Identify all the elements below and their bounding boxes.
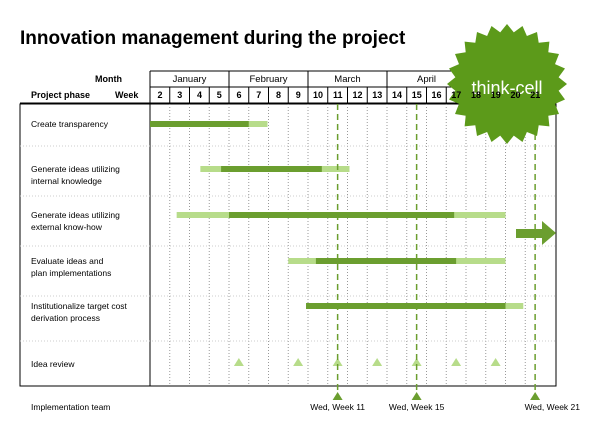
chart-title: Innovation management during the project — [20, 28, 406, 49]
continuation-arrow — [516, 221, 556, 245]
week-label: Week — [115, 90, 139, 100]
bar-span — [229, 212, 455, 218]
phase-row-label: Idea review — [31, 359, 75, 369]
milestone-label: Wed, Week 21 — [524, 402, 580, 412]
phase-row-label: Generate ideas utilizing internal knowle… — [31, 164, 120, 186]
week-header: 17 — [451, 90, 462, 100]
week-header: 20 — [510, 90, 521, 100]
bar-span — [315, 258, 457, 264]
phase-label: Project phase — [31, 90, 91, 100]
month-header: April — [416, 74, 436, 85]
week-header: 6 — [236, 90, 242, 100]
bar-span — [150, 121, 249, 127]
phase-row-label: Evaluate ideas and plan implementations — [31, 256, 112, 278]
idea-review-marker — [411, 358, 422, 366]
month-header: March — [334, 74, 361, 85]
idea-review-marker — [372, 358, 383, 366]
month-label: Month — [95, 74, 122, 84]
week-header: 18 — [470, 90, 481, 100]
badge-text: think-cell — [471, 78, 543, 98]
milestone-label: Wed, Week 15 — [388, 402, 445, 412]
week-header: 19 — [490, 90, 501, 100]
idea-review-marker — [490, 358, 501, 366]
week-header: 4 — [196, 90, 202, 100]
week-header: 11 — [332, 90, 343, 100]
week-header: 15 — [411, 90, 422, 100]
think-cell-badge — [447, 24, 567, 144]
bar-span — [221, 166, 322, 172]
week-header: 13 — [372, 90, 383, 100]
month-header: February — [249, 74, 288, 85]
week-header: 3 — [177, 90, 183, 100]
phase-row-label: Institutionalize target cost derivation … — [31, 301, 127, 323]
week-header: 2 — [157, 90, 163, 100]
milestone-marker — [332, 392, 343, 400]
milestone-marker — [411, 392, 422, 400]
phase-row-label: Generate ideas utilizing external know-h… — [31, 210, 120, 232]
week-header: 21 — [530, 90, 541, 100]
week-header: 12 — [352, 90, 363, 100]
idea-review-marker — [451, 358, 462, 366]
milestone-marker — [530, 392, 541, 400]
idea-review-marker — [332, 358, 343, 366]
month-header: January — [172, 74, 207, 85]
week-header: 8 — [275, 90, 281, 100]
implementation-team-label: Implementation team — [31, 402, 111, 412]
idea-review-marker — [233, 358, 244, 366]
milestone-label: Wed, Week 11 — [310, 402, 366, 412]
bar-span — [306, 303, 506, 309]
week-header: 7 — [256, 90, 262, 100]
week-header: 9 — [295, 90, 301, 100]
week-header: 14 — [391, 90, 402, 100]
week-header: 16 — [431, 90, 442, 100]
week-header: 5 — [216, 90, 222, 100]
idea-review-marker — [293, 358, 304, 366]
week-header: 10 — [312, 90, 323, 100]
phase-row-label: Create transparency — [31, 119, 109, 129]
